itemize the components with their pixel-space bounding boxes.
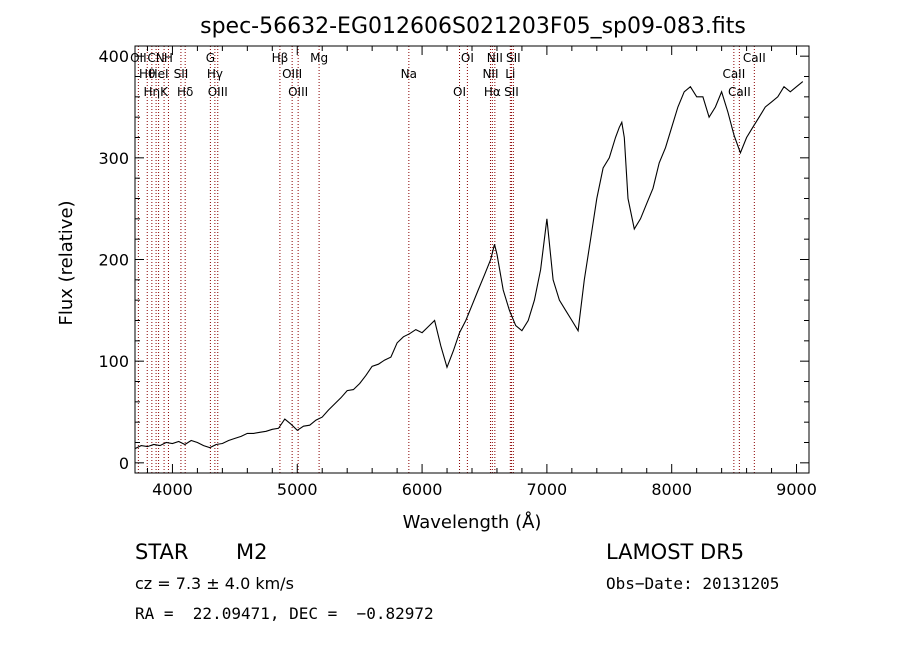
chart-title: spec-56632-EG012606S021203F05_sp09-083.f… [200, 14, 746, 39]
y-tick-label: 200 [98, 251, 129, 270]
line-marker-label: SII [174, 67, 189, 81]
line-marker-label: OII [130, 51, 147, 65]
x-tick-label: 5000 [277, 480, 318, 499]
line-marker-label: HeI [149, 67, 169, 81]
line-marker-label: H [164, 51, 173, 65]
x-tick-label: 7000 [527, 480, 568, 499]
line-marker-label: Hα [484, 85, 501, 99]
x-tick-label: 9000 [776, 480, 817, 499]
line-marker-label: NII [487, 51, 503, 65]
line-marker-label: Hθ [139, 67, 155, 81]
obs-date: Obs−Date: 20131205 [606, 574, 780, 593]
line-marker-label: OI [453, 85, 466, 99]
survey-name: LAMOST DR5 [606, 540, 745, 564]
spectral-line-labels: OIIHθHηCNHeIKHSIIHδGHγOIIIHβOIIIOIIIMgNa… [130, 51, 766, 99]
y-axis-label: Flux (relative) [56, 200, 77, 325]
line-marker-label: Hγ [207, 67, 223, 81]
y-tick-label: 400 [98, 47, 129, 66]
line-marker-label: Hβ [272, 51, 289, 65]
plot-frame [134, 45, 810, 474]
x-tick-label: 6000 [402, 480, 443, 499]
line-marker-label: CaII [743, 51, 766, 65]
line-marker-label: K [160, 85, 169, 99]
redshift-text: cz = 7.3 ± 4.0 km/s [135, 574, 294, 593]
y-tick-label: 100 [98, 352, 129, 371]
object-class: STAR [135, 540, 189, 564]
line-marker-label: Li [505, 67, 515, 81]
object-subclass: M2 [236, 540, 268, 564]
line-marker-label: OIII [208, 85, 228, 99]
line-marker-label: OI [461, 51, 474, 65]
spectrum-series-line [134, 81, 804, 450]
line-marker-label: OIII [288, 85, 308, 99]
y-axis-ticks: 0 100 200 300 400 [98, 47, 809, 473]
line-marker-label: CaII [728, 85, 751, 99]
coordinates-text: RA = 22.09471, DEC = −0.82972 [135, 604, 434, 623]
x-axis-ticks: 4000 5000 6000 7000 8000 9000 [146, 46, 817, 499]
line-marker-label: SII [506, 51, 521, 65]
line-marker-label: CN [147, 51, 164, 65]
line-marker-label: SII [504, 85, 519, 99]
line-marker-label: NII [482, 67, 498, 81]
x-axis-label: Wavelength (Å) [403, 511, 542, 533]
y-tick-label: 0 [119, 454, 129, 473]
spectral-line-markers [137, 46, 755, 473]
line-marker-label: Na [401, 67, 417, 81]
line-marker-label: CaII [722, 67, 745, 81]
x-tick-label: 8000 [651, 480, 692, 499]
line-marker-label: G [206, 51, 215, 65]
line-marker-label: Mg [310, 51, 328, 65]
y-tick-label: 300 [98, 149, 129, 168]
line-marker-label: OIII [282, 67, 302, 81]
line-marker-label: Hδ [177, 85, 193, 99]
x-tick-label: 4000 [152, 480, 193, 499]
line-marker-label: Hη [144, 85, 161, 99]
